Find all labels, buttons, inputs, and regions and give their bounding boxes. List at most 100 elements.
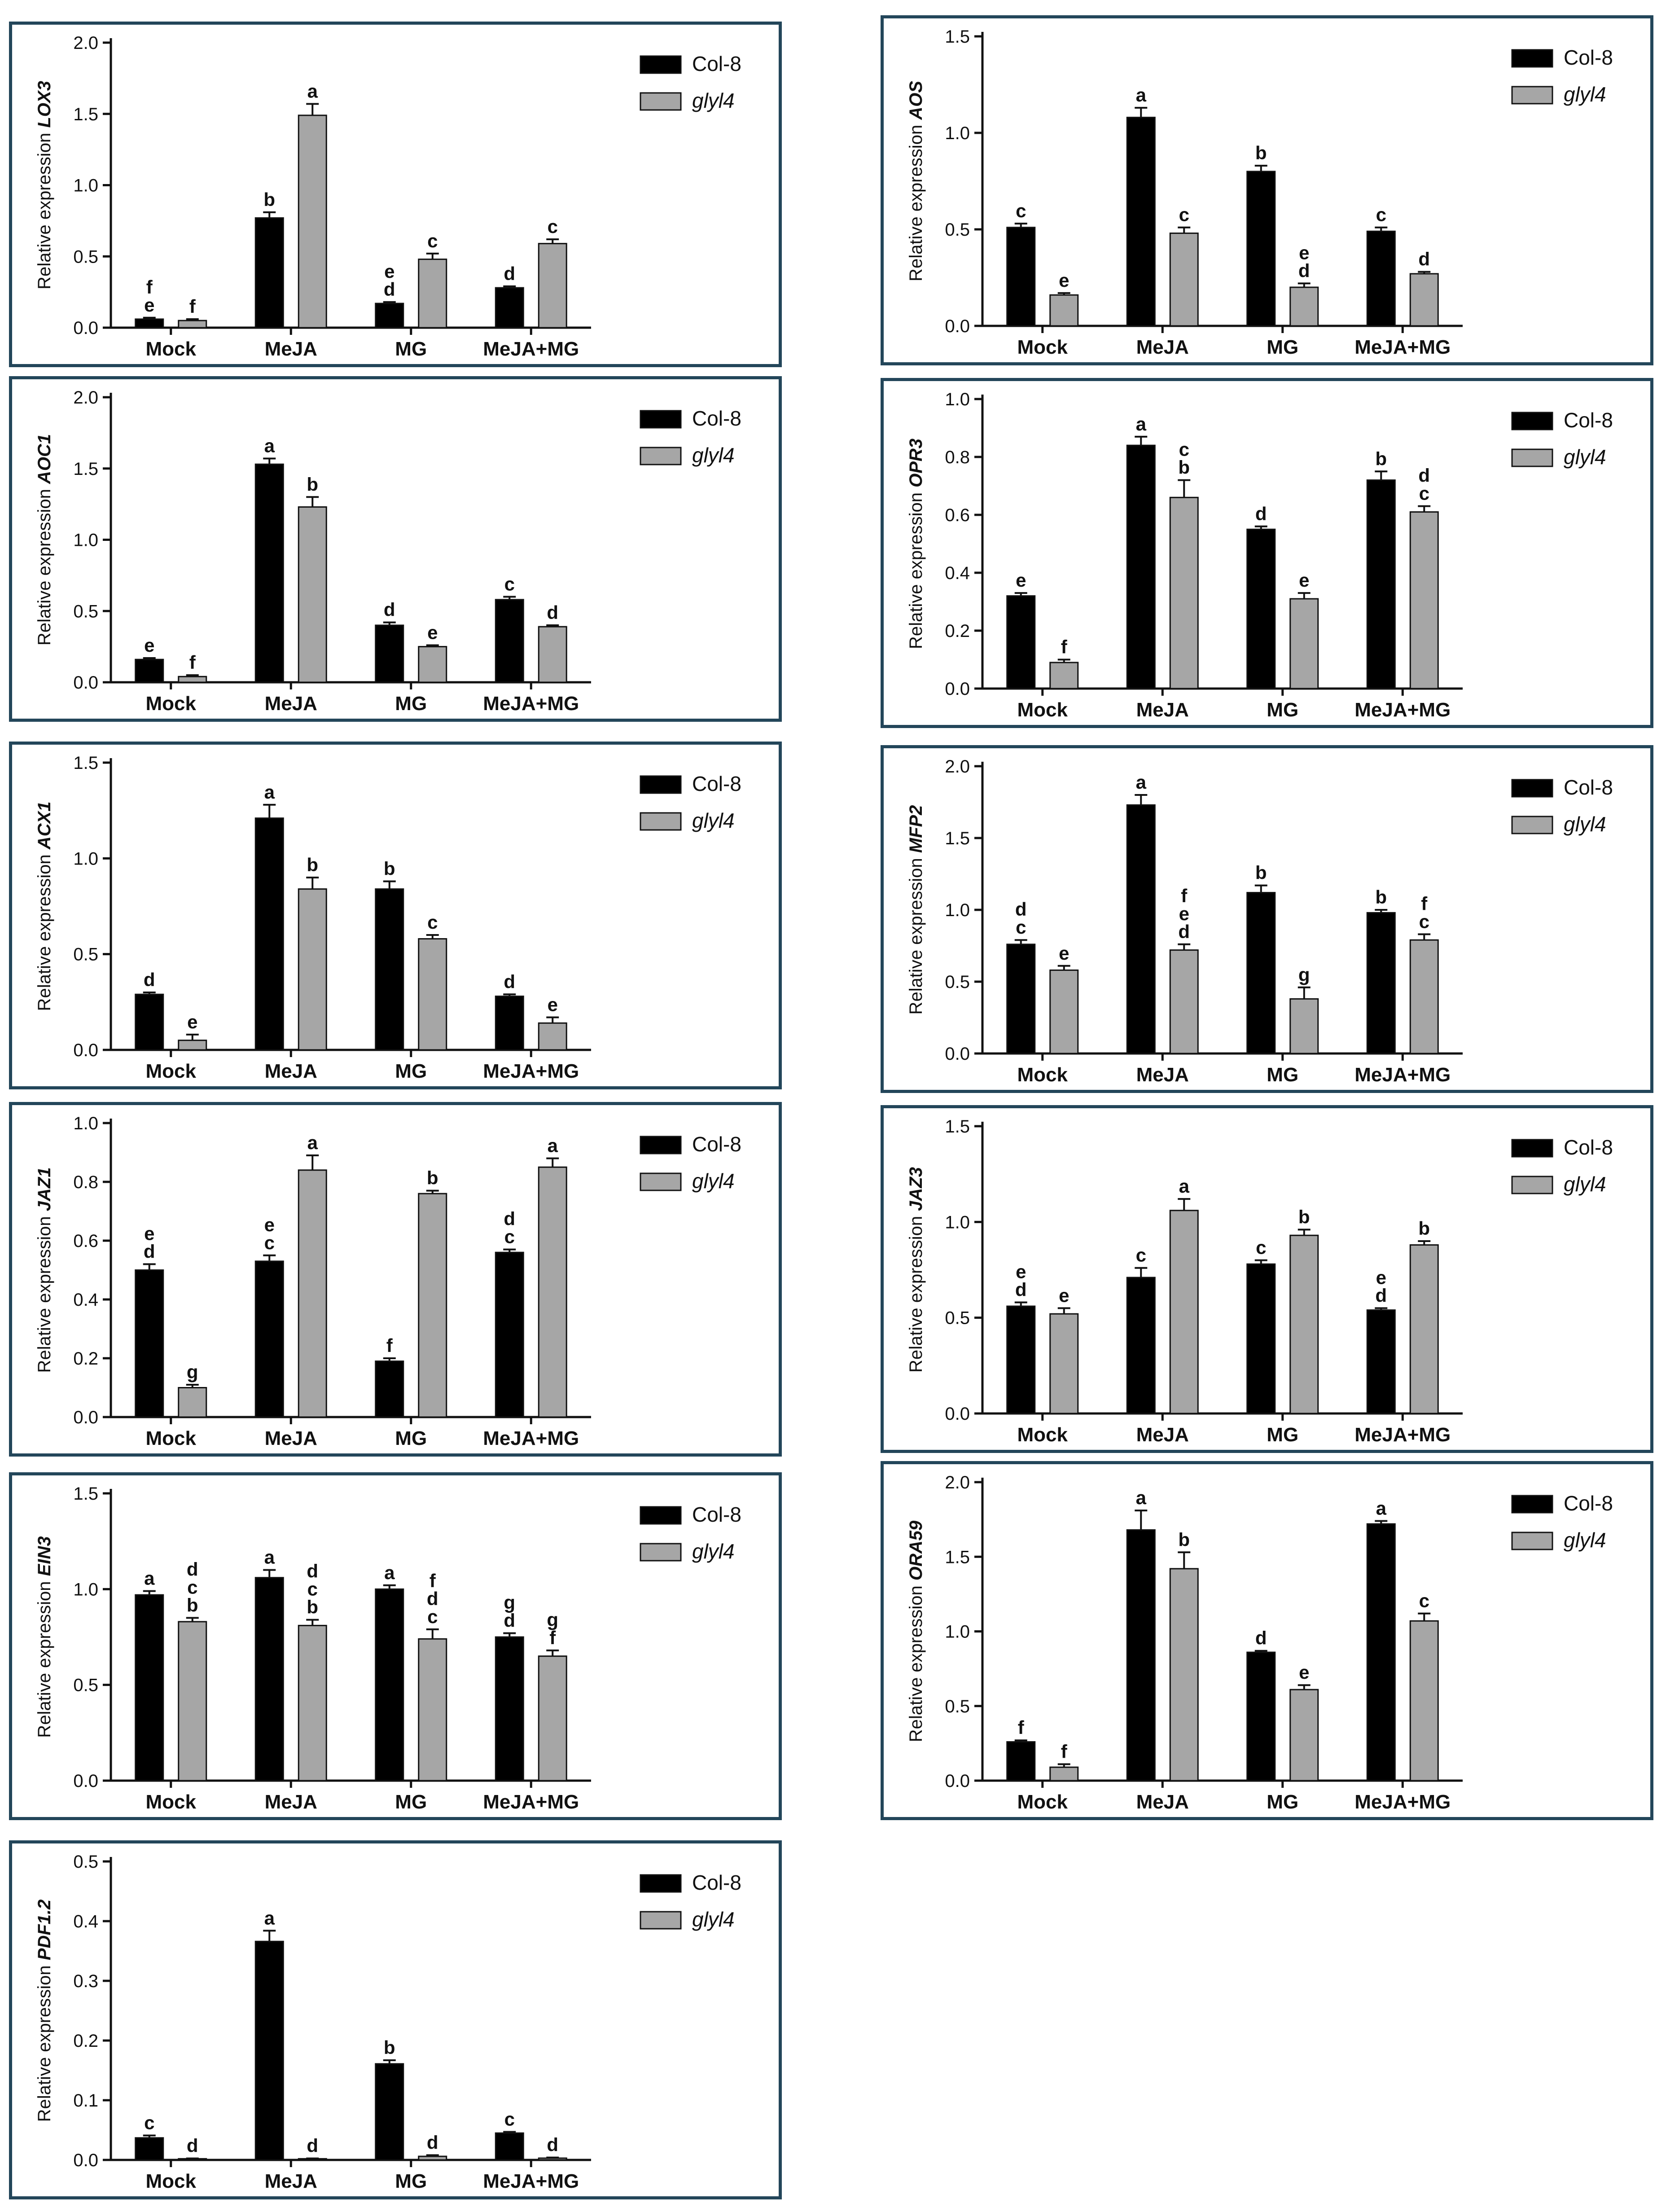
y-tick-label: 1.0 [73,531,98,550]
legend-label: glyl4 [1564,83,1606,106]
bar-glyl4 [1169,496,1199,689]
x-tick-label: MG [1267,336,1298,358]
bar-col-8 [375,303,404,329]
significance-letter: c [427,1606,438,1627]
significance-letter: c [1256,1237,1266,1258]
significance-letter: b [384,858,395,879]
significance-letter: c [504,1226,515,1247]
y-tick-label: 0.2 [73,2031,98,2051]
chart-panel-ein3: 0.0 0.5 1.0 1.5 Relative expression EIN3 Mock… [9,1472,782,1820]
significance-letter: f [1181,885,1188,906]
significance-letter: e [1059,270,1069,291]
x-tick-label: MG [395,1791,427,1813]
y-tick-label: 0.0 [945,1771,970,1791]
legend-swatch-col-8 [1511,1495,1553,1514]
x-tick-label: MG [395,2170,427,2192]
x-tick-label: MG [1267,1064,1298,1086]
significance-letter: a [384,1562,395,1583]
significance-letter: b [1178,1529,1190,1550]
y-tick-label: 0.5 [73,601,98,621]
y-tick-label: 0.0 [73,1408,98,1427]
significance-letter: f [386,1335,393,1356]
legend-swatch-col-8 [640,1506,682,1525]
significance-letter: d [504,1610,515,1631]
significance-letter: c [1419,911,1429,932]
chart-svg: 0.0 0.5 1.0 1.5 2.0 Relative expression AOC1 M… [35,388,741,715]
chart-svg: 0.0 0.2 0.4 0.6 0.8 1.0 Relative expression OP… [906,390,1613,721]
y-tick-label: 2.0 [945,1473,970,1492]
legend-label: glyl4 [692,1908,735,1931]
significance-letter: e [1376,1267,1386,1288]
x-tick-label: Mock [146,1791,197,1813]
bar-col-8 [135,318,164,329]
bar-glyl4 [1289,998,1319,1054]
y-tick-label: 2.0 [73,388,98,408]
bar-col-8 [495,2132,524,2161]
significance-letter: d [504,1208,515,1229]
bar-col-8 [254,463,284,683]
bar-col-8 [1246,1651,1276,1782]
significance-letter: g [1298,964,1310,985]
y-tick-label: 0.2 [945,621,970,641]
y-tick-label: 1.0 [73,1580,98,1599]
x-tick-label: Mock [1017,1064,1068,1086]
y-tick-label: 0.5 [945,1308,970,1328]
y-tick-label: 0.4 [73,1912,98,1931]
x-tick-label: MeJA+MG [1355,1791,1451,1813]
x-tick-label: Mock [146,693,197,715]
bar-col-8 [495,287,524,329]
bar-col-8 [135,658,164,683]
significance-letter: g [504,1592,515,1613]
legend-swatch-glyl4 [640,92,682,111]
bar-glyl4 [1289,598,1319,689]
bar-col-8 [1366,230,1396,327]
legend-label: Col-8 [692,1132,741,1156]
x-tick-label: MeJA+MG [1355,1064,1451,1086]
significance-letter: f [1061,1741,1068,1762]
y-tick-label: 1.5 [73,105,98,124]
legend-swatch-col-8 [1511,49,1553,68]
x-tick-label: MeJA [1136,336,1189,358]
chart-svg: 0.0 0.5 1.0 1.5 Relative expression EIN3 Mock… [35,1484,741,1813]
bar-glyl4 [418,259,447,329]
x-tick-label: MeJA [1136,699,1189,721]
y-axis-label: Relative expression ACX1 [35,802,54,1011]
x-tick-label: MeJA+MG [483,1060,579,1082]
bar-glyl4 [1409,1244,1439,1414]
significance-letter: b [307,854,318,875]
bar-glyl4 [538,1022,567,1051]
x-tick-label: MG [395,338,427,360]
y-tick-label: 0.0 [945,1404,970,1424]
significance-letter: d [427,1588,438,1609]
bar-glyl4 [298,114,327,329]
bar-col-8 [1246,1263,1276,1414]
bar-col-8 [254,817,284,1051]
bar-glyl4 [418,1193,447,1418]
x-tick-label: Mock [1017,1424,1068,1446]
significance-letter: f [1421,893,1428,914]
bar-glyl4 [298,1624,327,1782]
bar-col-8 [135,1594,164,1782]
significance-letter: b [1178,457,1190,478]
legend-swatch-col-8 [1511,779,1553,798]
significance-letter: c [1179,204,1189,225]
y-tick-label: 1.5 [945,1117,970,1137]
legend-swatch-glyl4 [1511,1532,1553,1550]
bar-glyl4 [1289,286,1319,327]
x-tick-label: MeJA [1136,1791,1189,1813]
significance-letter: b [1375,448,1387,469]
x-tick-label: Mock [146,1427,197,1449]
legend-swatch-col-8 [1511,412,1553,430]
significance-letter: f [1061,636,1068,658]
chart-panel-aoc1: 0.0 0.5 1.0 1.5 2.0 Relative expression AOC1 M… [9,376,782,722]
significance-letter: a [1376,1497,1387,1519]
bar-glyl4 [1169,949,1199,1054]
x-tick-label: MG [395,1060,427,1082]
bar-col-8 [1126,117,1156,327]
significance-letter: e [187,1011,197,1032]
legend-swatch-col-8 [640,55,682,74]
bar-col-8 [135,2137,164,2161]
y-tick-label: 0.4 [73,1290,98,1310]
significance-letter: e [144,635,154,656]
significance-letter: e [1299,570,1309,591]
